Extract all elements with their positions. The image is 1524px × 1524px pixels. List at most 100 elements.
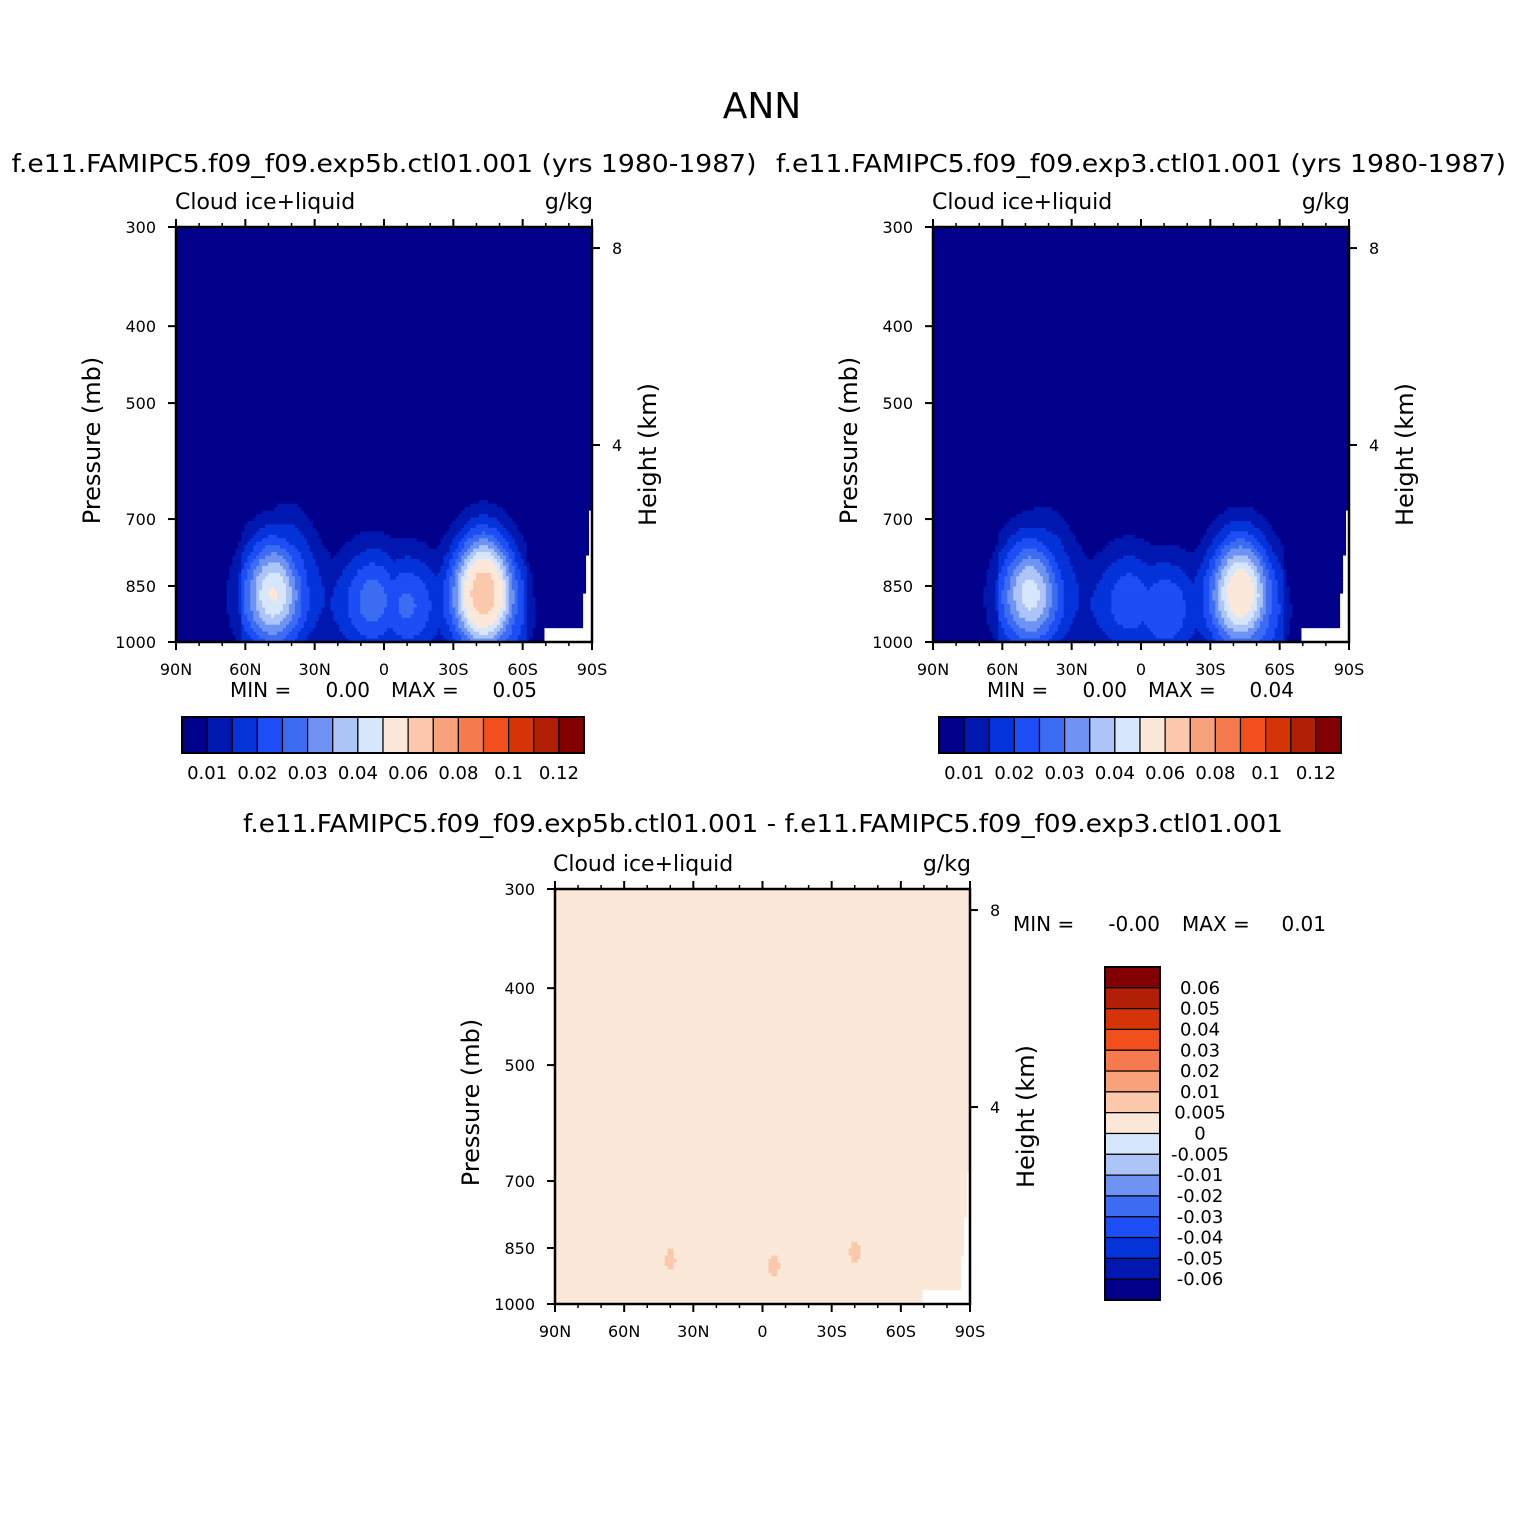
contour-cell [517, 548, 528, 553]
contour-cell [256, 593, 260, 598]
contour-cell [667, 1252, 675, 1257]
contour-cell [1102, 548, 1187, 553]
contour-cell [315, 527, 450, 532]
contour-cell [1099, 579, 1118, 584]
contour-cell [933, 316, 1350, 321]
contour-cell [1057, 628, 1071, 633]
contour-cell [493, 635, 501, 640]
contour-cell [1340, 617, 1350, 622]
contour-cell [508, 562, 513, 567]
contour-cell [282, 565, 290, 570]
x-tick-label: 30N [677, 1322, 709, 1341]
contour-cell [285, 635, 299, 640]
contour-cell [1209, 579, 1216, 584]
contour-cell [1141, 559, 1204, 564]
contour-cell [1256, 607, 1261, 612]
contour-cell [511, 559, 516, 564]
contour-cell [1265, 548, 1273, 553]
contour-cell [176, 289, 593, 294]
contour-cell [922, 1293, 971, 1298]
contour-cell [555, 1158, 971, 1163]
contour-cell [309, 603, 326, 609]
contour-cell [250, 562, 260, 567]
contour-cell [464, 534, 474, 539]
contour-cell [318, 617, 335, 622]
contour-cell [176, 420, 593, 425]
contour-cell [389, 534, 445, 539]
contour-cell [324, 593, 335, 598]
contour-cell [476, 572, 492, 577]
contour-cell [933, 555, 994, 560]
contour-cell [1081, 548, 1103, 553]
panel-3-max-label: MAX = [1182, 912, 1250, 936]
contour-cell [1045, 565, 1053, 570]
panel-1-min-label: MIN = [230, 678, 291, 702]
contour-cell [555, 1196, 968, 1201]
contour-cell [493, 562, 501, 567]
contour-cell [555, 930, 971, 935]
contour-cell [526, 545, 590, 550]
contour-cell [502, 552, 510, 557]
contour-cell [555, 1182, 968, 1188]
contour-cell [995, 586, 999, 591]
contour-cell [1072, 569, 1106, 574]
contour-cell [1212, 541, 1222, 546]
contour-cell [998, 607, 1005, 612]
contour-cell [1007, 593, 1014, 598]
contour-cell [488, 500, 593, 505]
contour-cell [176, 237, 593, 242]
contour-cell [464, 545, 471, 550]
contour-cell [1042, 579, 1050, 584]
contour-cell [363, 586, 385, 591]
contour-cell [1054, 572, 1062, 577]
contour-cell [1069, 628, 1103, 633]
contour-cell [502, 579, 507, 584]
contour-cell [555, 1248, 669, 1253]
contour-cell [1277, 614, 1285, 619]
contour-cell [464, 603, 474, 609]
contour-cell [256, 586, 263, 591]
contour-cell [998, 576, 1005, 581]
contour-cell [1277, 579, 1285, 584]
contour-cell [1283, 562, 1344, 567]
contour-cell [1185, 572, 1199, 577]
contour-cell [336, 552, 361, 557]
colorbar-box [1064, 716, 1091, 754]
contour-cell [933, 410, 1350, 415]
contour-cell [176, 520, 248, 526]
contour-cell [176, 552, 237, 557]
contour-cell [253, 576, 257, 581]
colorbar-box [1104, 987, 1161, 1010]
contour-cell [998, 565, 1002, 570]
contour-cell [1262, 603, 1267, 609]
contour-cell [1227, 534, 1255, 539]
contour-cell [933, 472, 1350, 477]
contour-cell [291, 614, 302, 619]
panel-1-colorbar: 0.01 0.02 0.03 0.04 0.06 0.08 0.1 0.12 [181, 716, 585, 784]
contour-cell [1096, 621, 1118, 626]
contour-cell [1048, 638, 1062, 643]
contour-cell [1247, 628, 1258, 633]
contour-cell [1034, 507, 1053, 512]
contour-cell [933, 261, 1350, 266]
contour-cell [440, 541, 453, 546]
contour-cell [1019, 610, 1044, 615]
contour-cell [1022, 593, 1041, 598]
contour-cell [508, 607, 513, 612]
contour-cell [523, 617, 528, 622]
contour-cell [1343, 555, 1350, 560]
contour-cell [309, 545, 326, 550]
contour-cell [253, 545, 266, 550]
contour-cell [1123, 534, 1136, 539]
contour-cell [461, 590, 465, 595]
contour-cell [1280, 541, 1347, 546]
contour-cell [309, 548, 329, 553]
contour-cell [1010, 534, 1059, 539]
contour-cell [244, 586, 251, 591]
colorbar-box [1104, 1091, 1161, 1114]
contour-cell [1259, 559, 1264, 564]
contour-cell [1265, 631, 1276, 636]
contour-cell [1221, 610, 1228, 615]
contour-cell [922, 1300, 971, 1305]
x-tick-label: 30N [1056, 660, 1088, 679]
